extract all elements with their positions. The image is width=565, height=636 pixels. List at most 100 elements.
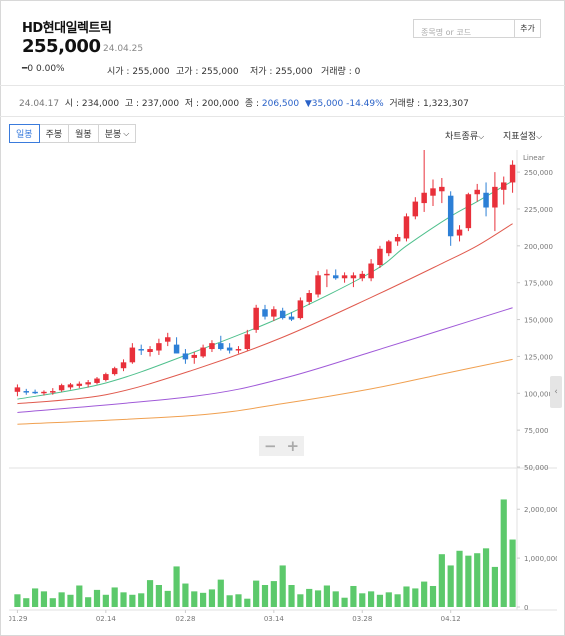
summary-open: 시 : 234,000 [64,99,120,109]
candle-body [76,383,83,386]
volume-bar [500,499,507,607]
zoom-in-icon[interactable]: + [286,437,300,455]
candle-body [226,347,233,351]
volume-bar [146,580,154,607]
volume-bar [244,598,251,607]
volume-bar [120,592,127,607]
volume-bar [288,585,295,607]
candle-body [465,194,472,229]
summary-date: 24.04.17 [19,99,60,109]
chevron-down-icon: ⌵ [536,132,543,141]
search-input[interactable] [414,24,514,41]
period-tabs: 일봉 주봉 월봉 분봉 ⌵ [9,124,137,143]
summary-high: 고 : 237,000 [124,99,180,109]
candle-body [173,344,180,354]
candle-body [58,385,65,391]
candle-body [368,263,374,279]
stock-chart[interactable]: Linear 50,000 75,000 100,000 125,000 150,000 1… [9,150,557,626]
volume-bar [76,585,83,607]
search-box [413,19,515,41]
candle-body [332,275,339,279]
volume-bar [208,589,216,607]
volume-bar [85,597,92,607]
volume-bar [32,588,39,607]
volume-tick-label: 0 [524,604,528,612]
volume-bar [447,565,454,607]
candle-body [271,309,277,317]
candle-body [253,307,259,330]
open-value: 255,000 [132,67,170,77]
x-tick-label: 03.14 [264,615,285,623]
candle-body [341,275,348,279]
volume-bar [23,598,30,607]
candle-body [439,186,445,192]
tab-minute[interactable]: 분봉 ⌵ [97,124,137,143]
candle-summary: 24.04.17 시 : 234,000 고 : 237,000 저 : 200… [19,96,469,109]
chevron-down-icon: ⌵ [123,128,130,138]
price-tick-label: 100,000 [524,390,553,398]
candle-body [191,354,198,358]
candle-body [138,349,144,351]
candle-body [218,343,224,350]
high-quote: 고가 : 255,000 [176,67,239,77]
candle-body [209,343,215,350]
stock-name: HD현대일렉트릭 [22,21,112,36]
x-tick-label: 04.12 [441,615,461,623]
chart-type-menu[interactable]: 차트종류⌵ [445,129,484,142]
volume-bar [359,593,366,607]
price-tick-label: 225,000 [524,206,553,214]
candle-body [483,192,489,208]
volume-bar [111,587,118,607]
volume-bar [323,585,330,607]
zoom-out-icon[interactable]: − [263,437,277,455]
current-price: 255,000 [22,36,101,57]
volume-bar [438,554,445,607]
indicator-label: 지표설정 [503,132,537,142]
candle-body [200,347,206,357]
volume-bar [341,597,348,607]
candle-body [147,349,153,352]
volume-value: 0 [354,67,361,77]
volume-bar [226,595,233,607]
tab-daily[interactable]: 일봉 [9,124,40,143]
candle-body [492,186,498,208]
candle-body [23,391,30,393]
volume-bar [332,591,339,607]
candle-body [447,195,454,237]
zoom-controls: − + [259,436,304,456]
volume-bar [129,594,136,607]
indicator-menu[interactable]: 지표설정⌵ [503,129,542,142]
volume-bar [279,565,286,607]
volume-bar [155,585,162,607]
price-tick-label: 50,000 [524,464,549,472]
candle-body [315,275,321,295]
candle-body [103,374,109,381]
high-label: 고가 [176,67,193,77]
volume-bar [235,594,242,607]
candle-body [262,309,268,317]
volume-bar [200,592,207,607]
volume-tick-label: 1,000,000 [524,555,557,563]
candle-body [456,229,463,236]
summary-volume: 거래량 : 1,323,307 [389,99,469,109]
volume-bar [40,591,48,607]
candle-body [430,188,436,196]
volume-bar [385,592,392,607]
low-quote: 저가 : 255,000 [250,67,313,77]
volume-bar [394,594,401,607]
summary-close-value: 206,500 [261,99,300,109]
volume-bar [253,580,260,607]
candle-body [279,310,286,319]
tab-monthly[interactable]: 월봉 [68,124,99,143]
price-tick-label: 75,000 [524,427,549,435]
chevron-left-icon[interactable]: ‹ [550,376,562,408]
candle-body [324,273,330,276]
price-date: 24.04.25 [103,44,144,54]
candle-body [94,378,100,383]
candle-body [412,201,419,217]
price-tick-label: 200,000 [524,243,553,251]
tab-weekly[interactable]: 주봉 [38,124,70,143]
volume-tick-label: 2,000,000 [524,506,557,514]
add-button[interactable]: 추가 [514,19,541,38]
candle-body [306,293,312,302]
